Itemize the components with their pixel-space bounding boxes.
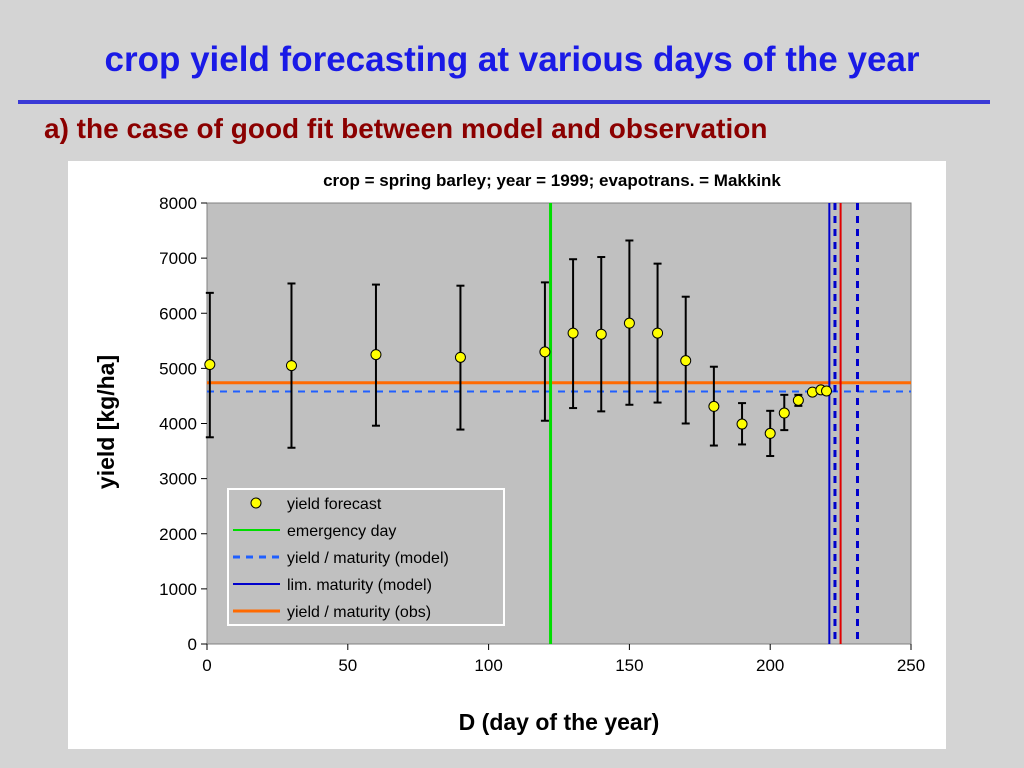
chart-title: crop = spring barley; year = 1999; evapo… — [323, 171, 781, 190]
y-tick-label: 4000 — [159, 415, 197, 434]
forecast-point — [370, 349, 382, 361]
y-tick-label: 5000 — [159, 359, 197, 378]
slide-subtitle: a) the case of good fit between model an… — [44, 113, 768, 144]
legend-marker-forecast — [250, 497, 262, 509]
forecast-point — [652, 327, 664, 339]
y-tick-label: 7000 — [159, 249, 197, 268]
forecast-point — [821, 385, 833, 397]
forecast-point — [792, 394, 804, 406]
chart-panel: crop = spring barley; year = 1999; evapo… — [68, 161, 946, 749]
forecast-point — [736, 418, 748, 430]
x-axis-label: D (day of the year) — [459, 709, 660, 735]
y-tick-label: 0 — [188, 635, 197, 654]
forecast-point — [680, 355, 692, 367]
legend-label: lim. maturity (model) — [287, 577, 432, 594]
x-tick-label: 200 — [756, 656, 784, 675]
legend-label: yield / maturity (obs) — [287, 604, 431, 621]
forecast-point — [764, 427, 776, 439]
forecast-point — [595, 328, 607, 340]
y-tick-label: 2000 — [159, 525, 197, 544]
legend-label: yield forecast — [287, 496, 382, 513]
forecast-point — [285, 360, 297, 372]
x-tick-label: 50 — [338, 656, 357, 675]
y-tick-label: 1000 — [159, 580, 197, 599]
forecast-point — [539, 346, 551, 358]
slide-title: crop yield forecasting at various days o… — [104, 40, 920, 79]
forecast-point — [623, 317, 635, 329]
x-tick-label: 0 — [202, 656, 211, 675]
y-tick-label: 8000 — [159, 194, 197, 213]
legend-label: emergency day — [287, 523, 396, 540]
x-tick-label: 250 — [897, 656, 925, 675]
y-axis-label: yield [kg/ha] — [93, 355, 119, 489]
legend-label: yield / maturity (model) — [287, 550, 449, 567]
forecast-point — [708, 400, 720, 412]
y-tick-label: 3000 — [159, 470, 197, 489]
forecast-point — [454, 351, 466, 363]
x-tick-label: 100 — [474, 656, 502, 675]
y-tick-label: 6000 — [159, 304, 197, 323]
title-divider — [18, 100, 990, 104]
forecast-point — [778, 407, 790, 419]
forecast-point — [204, 359, 216, 371]
yield-forecast-chart: crop = spring barley; year = 1999; evapo… — [93, 171, 925, 735]
forecast-point — [567, 327, 579, 339]
x-tick-label: 150 — [615, 656, 643, 675]
